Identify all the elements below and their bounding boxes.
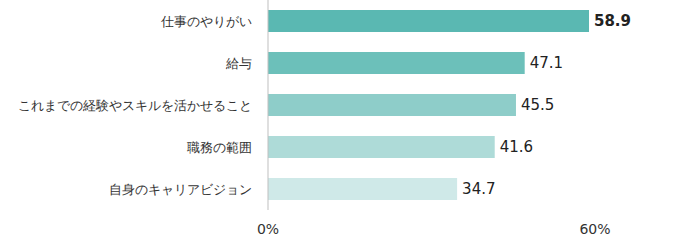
svg-text:47.1: 47.1 [530,54,563,72]
svg-text:仕事のやりがい: 仕事のやりがい [160,14,252,29]
svg-text:これまでの経験やスキルを活かせること: これまでの経験やスキルを活かせること [18,98,252,113]
svg-text:60%: 60% [579,221,610,235]
svg-text:自身のキャリアビジョン: 自身のキャリアビジョン [109,182,252,197]
svg-text:45.5: 45.5 [521,96,554,114]
svg-text:給与: 給与 [225,56,252,71]
svg-text:0%: 0% [257,221,279,235]
svg-text:41.6: 41.6 [500,138,533,156]
svg-text:34.7: 34.7 [462,180,495,198]
svg-text:58.9: 58.9 [594,12,631,30]
svg-text:職務の範囲: 職務の範囲 [187,140,252,155]
